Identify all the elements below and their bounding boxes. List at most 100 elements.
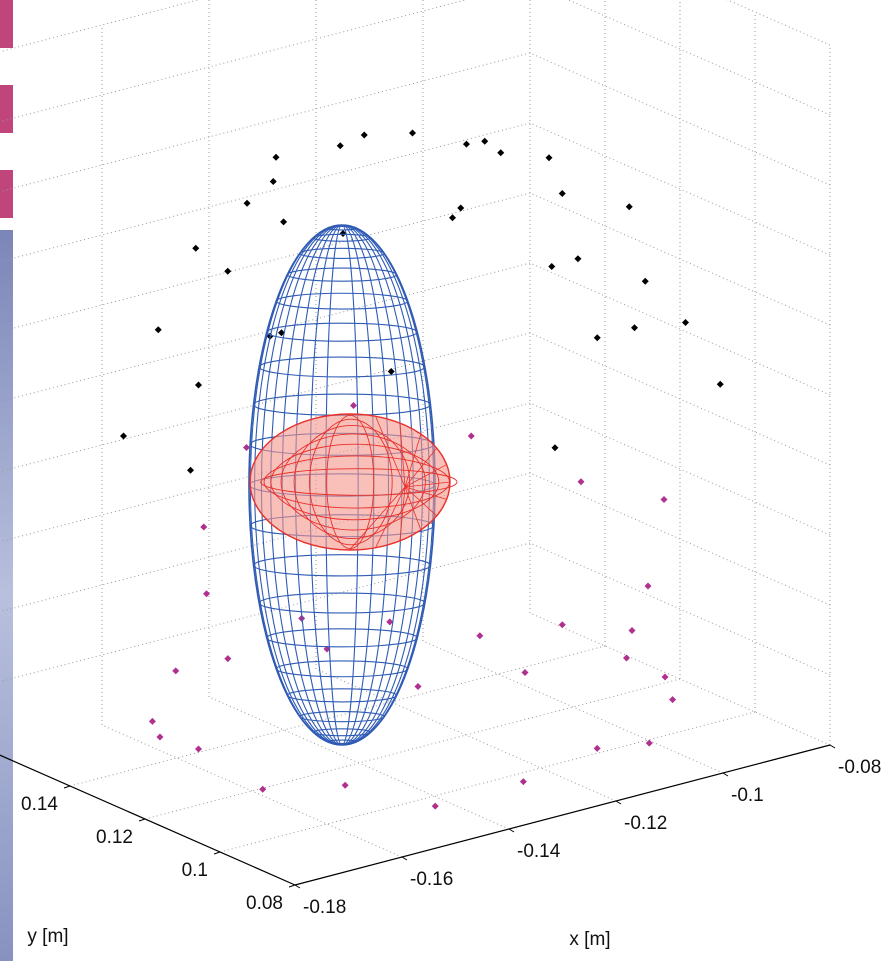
grid-line (0, 122, 531, 263)
grid-line (0, 332, 531, 473)
y-tick (63, 785, 71, 789)
point (593, 334, 601, 342)
point (457, 204, 465, 212)
grid-line (101, 724, 403, 858)
side-tab (0, 0, 13, 48)
inner-meridian (280, 433, 426, 531)
ellipsoid-parallel (286, 688, 398, 703)
grid-line (69, 645, 606, 787)
inner-ray (349, 486, 406, 550)
inner-meridian (260, 468, 458, 496)
point (200, 523, 208, 531)
side-image (0, 230, 13, 961)
point (360, 131, 368, 139)
ellipsoid-parallel (253, 393, 431, 416)
ellipsoid-parallel (299, 247, 385, 259)
x-tick (294, 884, 301, 889)
x-tick-label: -0.14 (517, 841, 561, 862)
x-tick-label: -0.12 (624, 813, 667, 834)
point (628, 627, 636, 634)
y-tick-label: 0.08 (246, 893, 283, 914)
point (156, 733, 164, 741)
inner-meridian (309, 418, 393, 546)
ellipsoid-parallel (326, 225, 358, 231)
grid-line (567, 0, 831, 116)
point (661, 673, 669, 681)
inner-meridian (293, 425, 411, 539)
x-axis (294, 744, 831, 886)
grid-line (0, 192, 531, 333)
point (187, 466, 194, 474)
inner-ray (404, 486, 447, 500)
point (462, 140, 470, 148)
point (203, 590, 210, 598)
point (644, 582, 652, 590)
point (336, 142, 344, 150)
ellipsoid-parallel (312, 728, 372, 737)
point (269, 178, 277, 185)
x-tick (722, 772, 729, 777)
x-tick-label: -0.18 (303, 897, 346, 918)
point (172, 667, 180, 675)
ellipsoid-parallel (258, 592, 426, 614)
point (243, 444, 250, 451)
point (414, 683, 422, 690)
x-tick (615, 800, 622, 805)
point (625, 203, 633, 211)
point (497, 149, 505, 157)
point (558, 190, 566, 197)
grid-line (0, 262, 531, 403)
ellipsoid-parallel (266, 628, 418, 648)
point (224, 267, 232, 275)
inner-ray (375, 416, 406, 488)
inner-ray (399, 423, 406, 488)
point (545, 154, 553, 162)
y-tick (213, 851, 221, 855)
inner-meridian (270, 443, 440, 521)
ellipsoid-parallel (312, 233, 372, 242)
point (387, 368, 395, 375)
point (519, 778, 527, 786)
point (224, 655, 232, 663)
point (195, 745, 202, 753)
point (548, 263, 556, 270)
point (521, 669, 529, 676)
point (339, 230, 347, 237)
ellipsoid-parallel (266, 322, 418, 342)
x-tick-label: -0.16 (410, 869, 453, 890)
point (623, 654, 630, 662)
inner-ray (375, 486, 406, 548)
point (631, 324, 638, 332)
ellipsoid-parallel (258, 356, 426, 378)
x-tick-label: -0.1 (731, 785, 764, 806)
side-tab (0, 170, 13, 218)
point (386, 618, 394, 626)
grid-line (208, 696, 510, 830)
grid-line (0, 0, 468, 123)
ellipsoid-parallel (275, 660, 409, 678)
point (272, 153, 280, 161)
point (551, 444, 559, 452)
ellipsoid-parallel (275, 292, 409, 310)
point (449, 214, 456, 222)
point (476, 632, 484, 640)
grid-line (219, 711, 756, 853)
y-tick-label: 0.1 (182, 860, 208, 881)
inner-ray (404, 434, 422, 488)
point (243, 199, 251, 207)
point (682, 319, 689, 326)
point (577, 478, 585, 486)
point (154, 326, 162, 334)
x-tick (508, 828, 515, 833)
grid-line (422, 640, 724, 774)
inner-ray (404, 448, 437, 488)
inner-ray (404, 464, 447, 488)
point (409, 129, 416, 137)
y-axis-label: y [m] (27, 926, 68, 947)
y-tick-label: 0.14 (21, 794, 58, 815)
point (195, 381, 202, 389)
inner-ray (404, 486, 422, 530)
point (481, 137, 489, 145)
